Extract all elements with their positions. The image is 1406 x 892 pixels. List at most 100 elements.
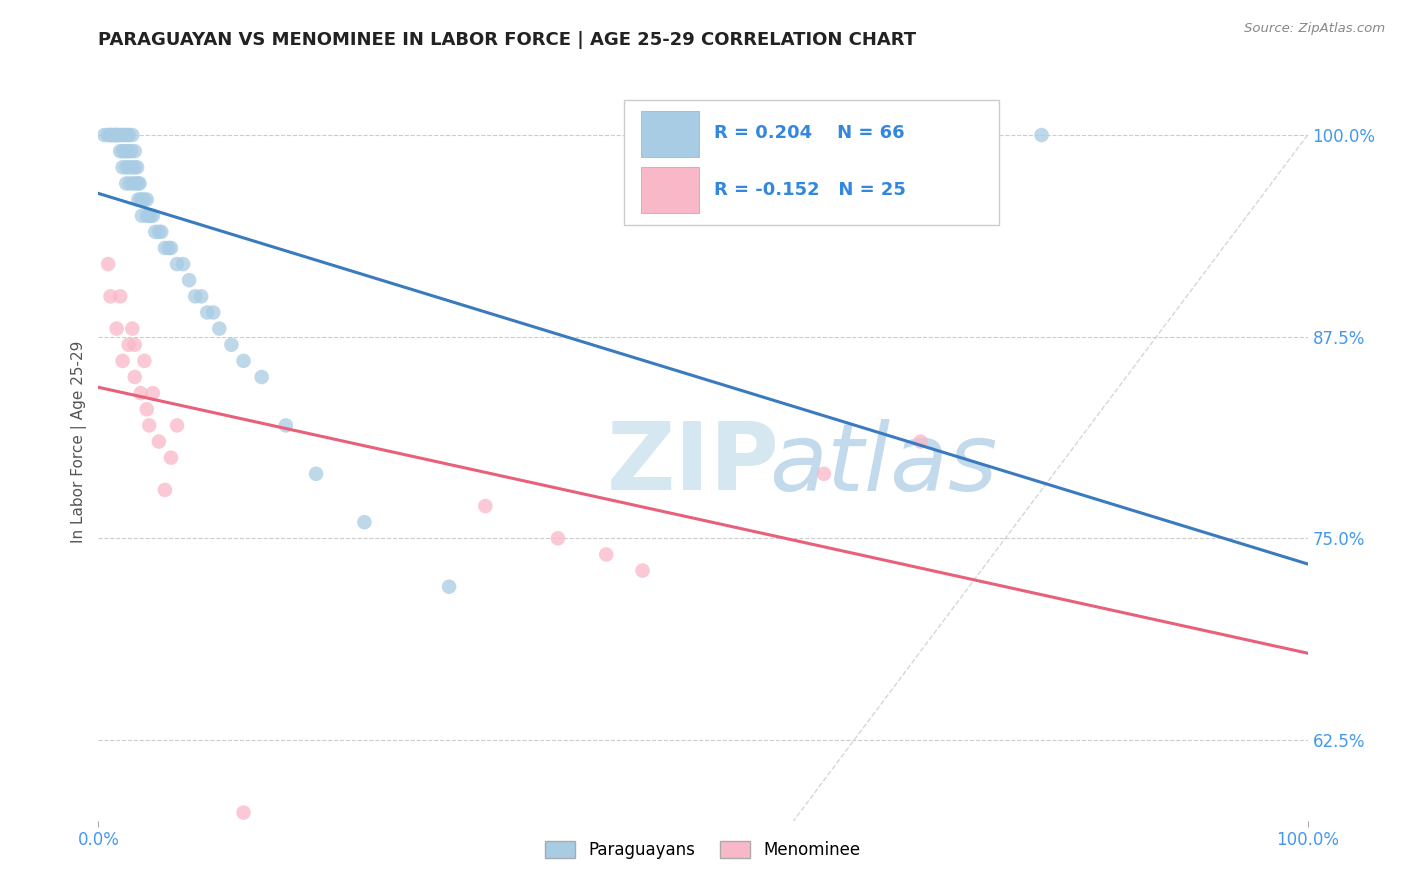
Point	[121, 128, 143, 142]
Point	[97, 128, 120, 142]
Point	[274, 418, 297, 433]
Point	[114, 128, 136, 142]
Point	[305, 467, 328, 481]
Text: atlas: atlas	[769, 418, 998, 510]
Point	[148, 225, 170, 239]
Point	[122, 177, 145, 191]
Point	[118, 177, 141, 191]
Point	[153, 241, 176, 255]
Point	[142, 386, 165, 401]
Text: Source: ZipAtlas.com: Source: ZipAtlas.com	[1244, 22, 1385, 36]
Point	[208, 321, 231, 335]
Point	[100, 128, 122, 142]
Point	[143, 225, 166, 239]
Point	[910, 434, 932, 449]
Point	[111, 161, 134, 175]
Point	[120, 144, 142, 158]
Legend: Paraguayans, Menominee: Paraguayans, Menominee	[538, 834, 868, 865]
Point	[118, 128, 141, 142]
Point	[108, 289, 131, 303]
Point	[813, 467, 835, 481]
Point	[111, 354, 134, 368]
Point	[108, 144, 131, 158]
Point	[221, 337, 243, 351]
Text: R = 0.204    N = 66: R = 0.204 N = 66	[714, 124, 904, 143]
Point	[1031, 128, 1053, 142]
Point	[134, 193, 156, 207]
Text: R = -0.152   N = 25: R = -0.152 N = 25	[714, 181, 905, 199]
FancyBboxPatch shape	[624, 100, 1000, 226]
Point	[108, 128, 131, 142]
FancyBboxPatch shape	[641, 167, 699, 213]
Point	[547, 532, 569, 546]
Point	[150, 225, 173, 239]
Point	[135, 193, 157, 207]
Point	[166, 257, 188, 271]
Point	[121, 321, 143, 335]
Point	[118, 161, 141, 175]
Point	[179, 273, 201, 287]
Text: ZIP: ZIP	[606, 418, 779, 510]
Point	[107, 128, 129, 142]
Point	[160, 450, 183, 465]
Point	[105, 128, 128, 142]
Point	[105, 128, 128, 142]
Point	[125, 177, 148, 191]
Point	[101, 128, 124, 142]
Point	[105, 321, 128, 335]
Point	[153, 483, 176, 497]
Point	[160, 241, 183, 255]
Point	[166, 418, 188, 433]
Point	[114, 144, 136, 158]
Point	[142, 209, 165, 223]
Point	[139, 209, 162, 223]
Point	[135, 402, 157, 417]
Point	[103, 128, 125, 142]
Point	[129, 193, 152, 207]
Point	[127, 177, 149, 191]
Point	[111, 144, 134, 158]
Point	[631, 564, 654, 578]
Point	[353, 515, 375, 529]
Y-axis label: In Labor Force | Age 25-29: In Labor Force | Age 25-29	[72, 341, 87, 542]
Point	[127, 161, 149, 175]
Point	[232, 805, 254, 820]
Point	[131, 209, 153, 223]
Point	[184, 289, 207, 303]
Point	[474, 499, 496, 513]
Point	[138, 418, 160, 433]
Point	[117, 144, 139, 158]
Point	[124, 370, 146, 384]
Point	[115, 161, 138, 175]
Point	[100, 128, 122, 142]
Point	[124, 161, 146, 175]
Point	[124, 144, 146, 158]
Text: PARAGUAYAN VS MENOMINEE IN LABOR FORCE | AGE 25-29 CORRELATION CHART: PARAGUAYAN VS MENOMINEE IN LABOR FORCE |…	[98, 31, 917, 49]
Point	[135, 209, 157, 223]
Point	[100, 289, 122, 303]
Point	[127, 193, 149, 207]
Point	[157, 241, 180, 255]
Point	[118, 144, 141, 158]
Point	[117, 128, 139, 142]
FancyBboxPatch shape	[641, 111, 699, 157]
Point	[118, 337, 141, 351]
Point	[250, 370, 273, 384]
Point	[93, 128, 115, 142]
Point	[190, 289, 212, 303]
Point	[595, 548, 617, 562]
Point	[128, 177, 150, 191]
Point	[115, 177, 138, 191]
Point	[124, 337, 146, 351]
Point	[172, 257, 194, 271]
Point	[148, 434, 170, 449]
Point	[437, 580, 460, 594]
Point	[97, 257, 120, 271]
Point	[134, 354, 156, 368]
Point	[131, 193, 153, 207]
Point	[129, 386, 152, 401]
Point	[111, 128, 134, 142]
Point	[202, 305, 225, 319]
Point	[195, 305, 218, 319]
Point	[138, 209, 160, 223]
